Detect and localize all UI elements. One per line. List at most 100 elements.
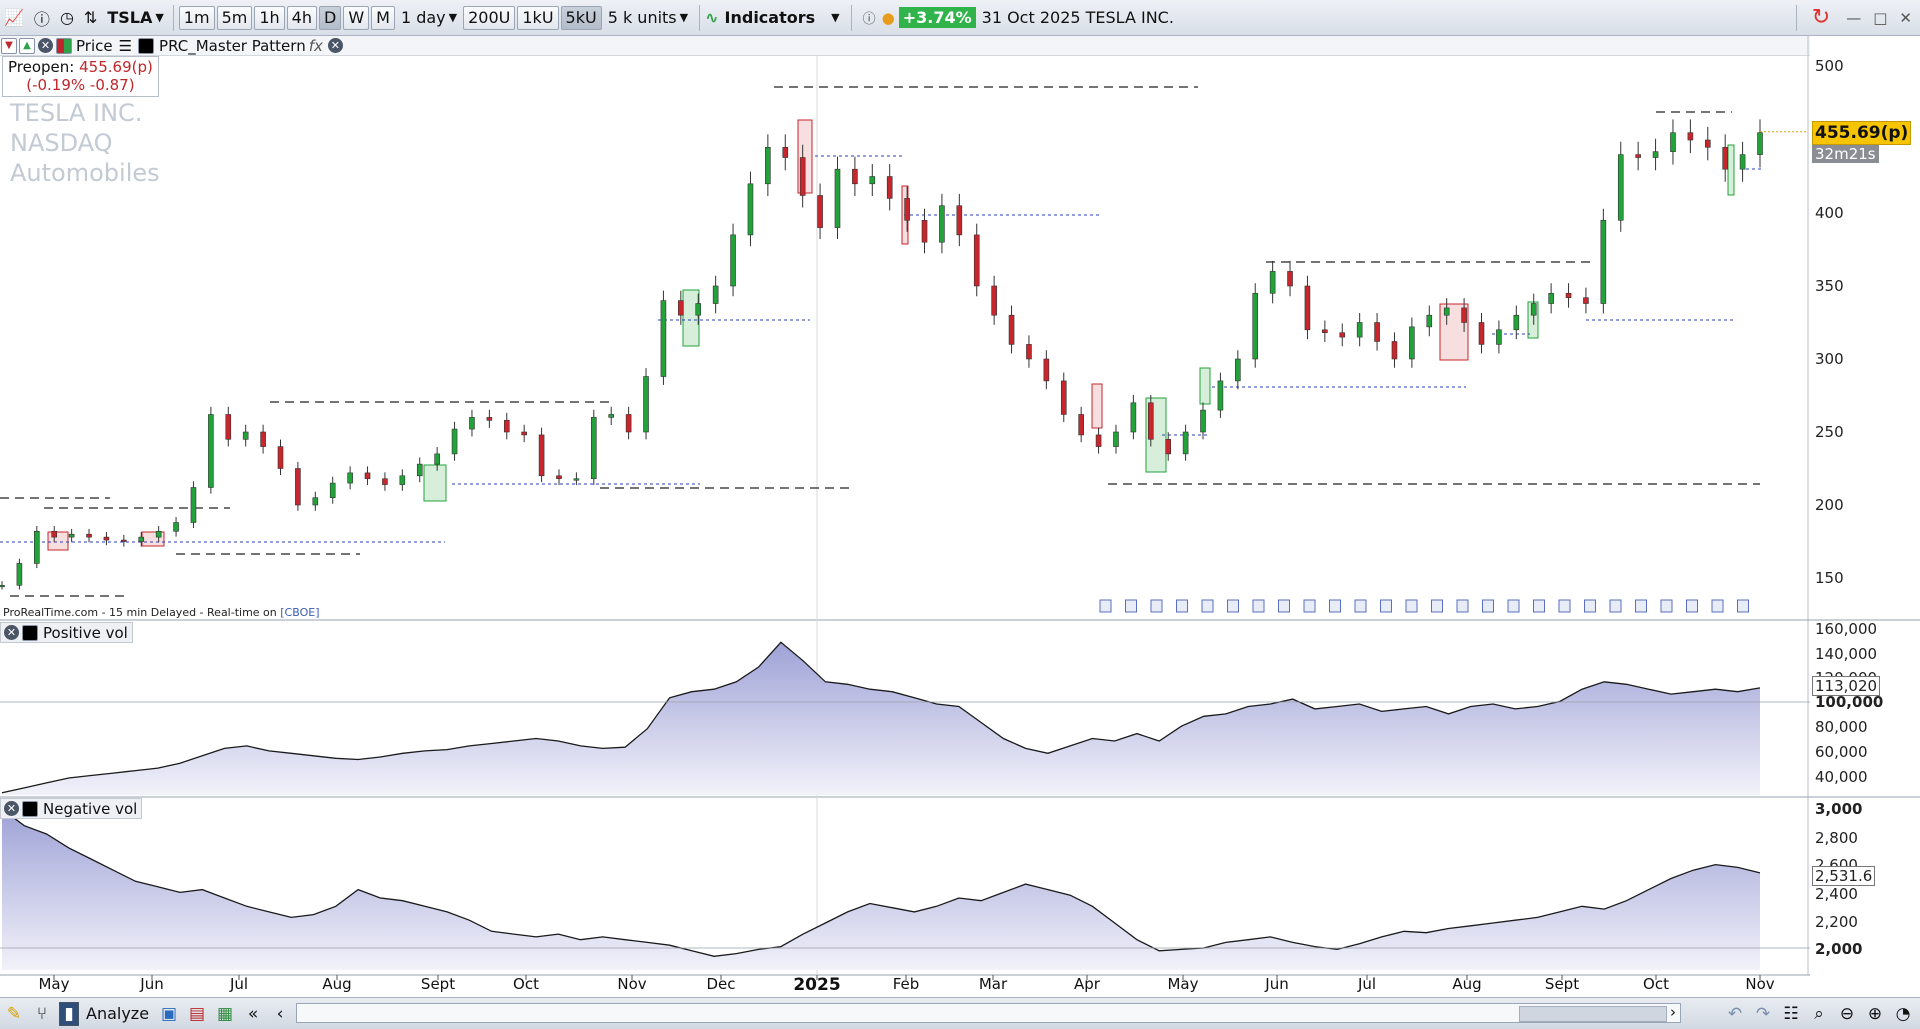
event-icon: [1099, 599, 1112, 613]
last-price-tag: 455.69(p): [1812, 121, 1912, 145]
grid-icon[interactable]: ▦: [217, 1003, 234, 1024]
candle-body: [1252, 292, 1259, 360]
arrow-down-icon[interactable]: ▼: [1, 37, 17, 54]
comment-icon[interactable]: ▣: [161, 1003, 178, 1024]
period-selector[interactable]: 1 day ▼: [401, 8, 457, 27]
candle-body: [1461, 307, 1467, 323]
candle-body: [1513, 314, 1520, 331]
indicator-name[interactable]: PRC_Master Pattern: [159, 36, 306, 55]
candle-body: [486, 417, 493, 421]
zoom-out-icon[interactable]: ⊖: [1839, 1003, 1855, 1024]
analyze-icon[interactable]: ▮: [59, 1001, 79, 1026]
event-icon: [1329, 599, 1341, 613]
event-icon: [1711, 599, 1724, 613]
candle-body: [277, 446, 284, 469]
magnet-icon[interactable]: ⇅: [83, 8, 98, 27]
candle-body: [416, 463, 423, 477]
indicators-button[interactable]: ∿ Indicators ▼: [705, 8, 840, 27]
negative-vol-title[interactable]: Negative vol: [43, 799, 138, 818]
candle-body: [1235, 358, 1241, 382]
info-icon[interactable]: ⓘ: [862, 12, 876, 27]
event-icon: [1150, 599, 1163, 613]
candle-body: [1496, 329, 1502, 345]
speedometer-icon[interactable]: ◔: [1895, 1003, 1911, 1024]
candle-body: [1269, 271, 1276, 294]
analyze-label[interactable]: Analyze: [86, 1004, 150, 1023]
preopen-change: (-0.19% -0.87): [26, 76, 135, 94]
candle-body: [1617, 154, 1624, 221]
list-icon[interactable]: ☰: [118, 36, 133, 55]
undo-icon[interactable]: ↶: [1727, 1003, 1743, 1024]
candle-body: [1026, 344, 1032, 360]
scroll-left-icon[interactable]: ‹: [276, 1003, 284, 1024]
sync-icon[interactable]: ↻: [1811, 5, 1831, 30]
cursor-info-icon[interactable]: ⓘ: [33, 9, 50, 29]
zoom-in-icon[interactable]: ⊕: [1867, 1003, 1883, 1024]
candle-body: [225, 414, 232, 440]
candle-body: [747, 183, 754, 236]
scrollbar-thumb[interactable]: [1519, 1006, 1667, 1022]
tf-button-1h[interactable]: 1h: [254, 5, 285, 30]
redo-icon[interactable]: ↷: [1755, 1003, 1771, 1024]
candle-body: [852, 168, 858, 185]
close-icon[interactable]: ✕: [4, 801, 19, 816]
time-axis-label: May: [38, 975, 70, 993]
time-axis-label: Oct: [513, 975, 539, 993]
arrow-up-icon[interactable]: ▲: [19, 37, 35, 54]
orders-icon[interactable]: ▤: [189, 1003, 206, 1024]
tf-button-d[interactable]: D: [318, 5, 342, 30]
minimize-icon[interactable]: —: [1846, 8, 1862, 27]
zoom-auto-icon[interactable]: ☷: [1783, 1003, 1799, 1024]
candle-body: [538, 434, 545, 477]
candle-body: [208, 414, 214, 488]
tf-button-4h[interactable]: 4h: [286, 5, 317, 30]
positive-axis-label: 80,000: [1815, 718, 1868, 736]
pattern-box: [797, 119, 813, 194]
candle-body: [1739, 154, 1746, 170]
change-percent-badge: +3.74%: [898, 7, 976, 28]
time-axis-label: Apr: [1074, 975, 1100, 993]
zoom-area-icon[interactable]: ⌕: [1814, 1003, 1824, 1024]
close-icon[interactable]: ✕: [1899, 8, 1912, 27]
candle-body: [660, 300, 667, 377]
pencil-icon[interactable]: ✎: [6, 1003, 22, 1024]
scroll-right-icon[interactable]: ›: [1670, 1003, 1676, 1021]
share-icon[interactable]: ⑂: [36, 1003, 48, 1024]
time-scrollbar[interactable]: ›: [296, 1003, 1681, 1023]
candle-body: [242, 431, 249, 440]
event-icon: [1533, 599, 1545, 613]
symbol-selector[interactable]: TSLA ▼: [107, 8, 163, 27]
units-button-5ku[interactable]: 5kU: [560, 5, 602, 30]
close-icon[interactable]: ✕: [38, 38, 53, 53]
tf-button-w[interactable]: W: [343, 5, 370, 30]
tf-button-1m[interactable]: 1m: [178, 5, 215, 30]
event-icon: [1380, 599, 1392, 613]
tf-button-m[interactable]: M: [371, 5, 395, 30]
instrument-watermark: TESLA INC. NASDAQ Automobiles: [10, 98, 160, 188]
chart-type-icon[interactable]: 📈: [4, 8, 24, 27]
maximize-icon[interactable]: □: [1873, 8, 1888, 27]
time-axis-label: Aug: [322, 975, 352, 993]
units-button-200u[interactable]: 200U: [463, 5, 516, 30]
collapse-icon[interactable]: «: [247, 1003, 259, 1024]
pattern-box: [141, 531, 165, 547]
units-selector[interactable]: 5 k units ▼: [608, 8, 688, 27]
candle-body: [347, 472, 353, 484]
candle-body: [503, 420, 510, 433]
clock-icon[interactable]: ◷: [59, 8, 74, 27]
time-axis-label: Jul: [229, 975, 249, 993]
time-axis-label: Feb: [892, 975, 920, 993]
tf-button-5m[interactable]: 5m: [216, 5, 253, 30]
time-axis-label: Mar: [978, 975, 1008, 993]
close-icon[interactable]: ✕: [4, 625, 19, 640]
candle-body: [1008, 314, 1015, 345]
positive-vol-title[interactable]: Positive vol: [43, 623, 128, 642]
candle-body: [1043, 358, 1050, 382]
source-link[interactable]: [CBOE]: [280, 606, 320, 619]
close-icon[interactable]: ✕: [327, 38, 343, 53]
units-button-1ku[interactable]: 1kU: [517, 5, 559, 30]
price-color-icon: [56, 37, 72, 54]
formula-icon[interactable]: fx: [308, 36, 323, 55]
price-label[interactable]: Price: [76, 36, 113, 55]
